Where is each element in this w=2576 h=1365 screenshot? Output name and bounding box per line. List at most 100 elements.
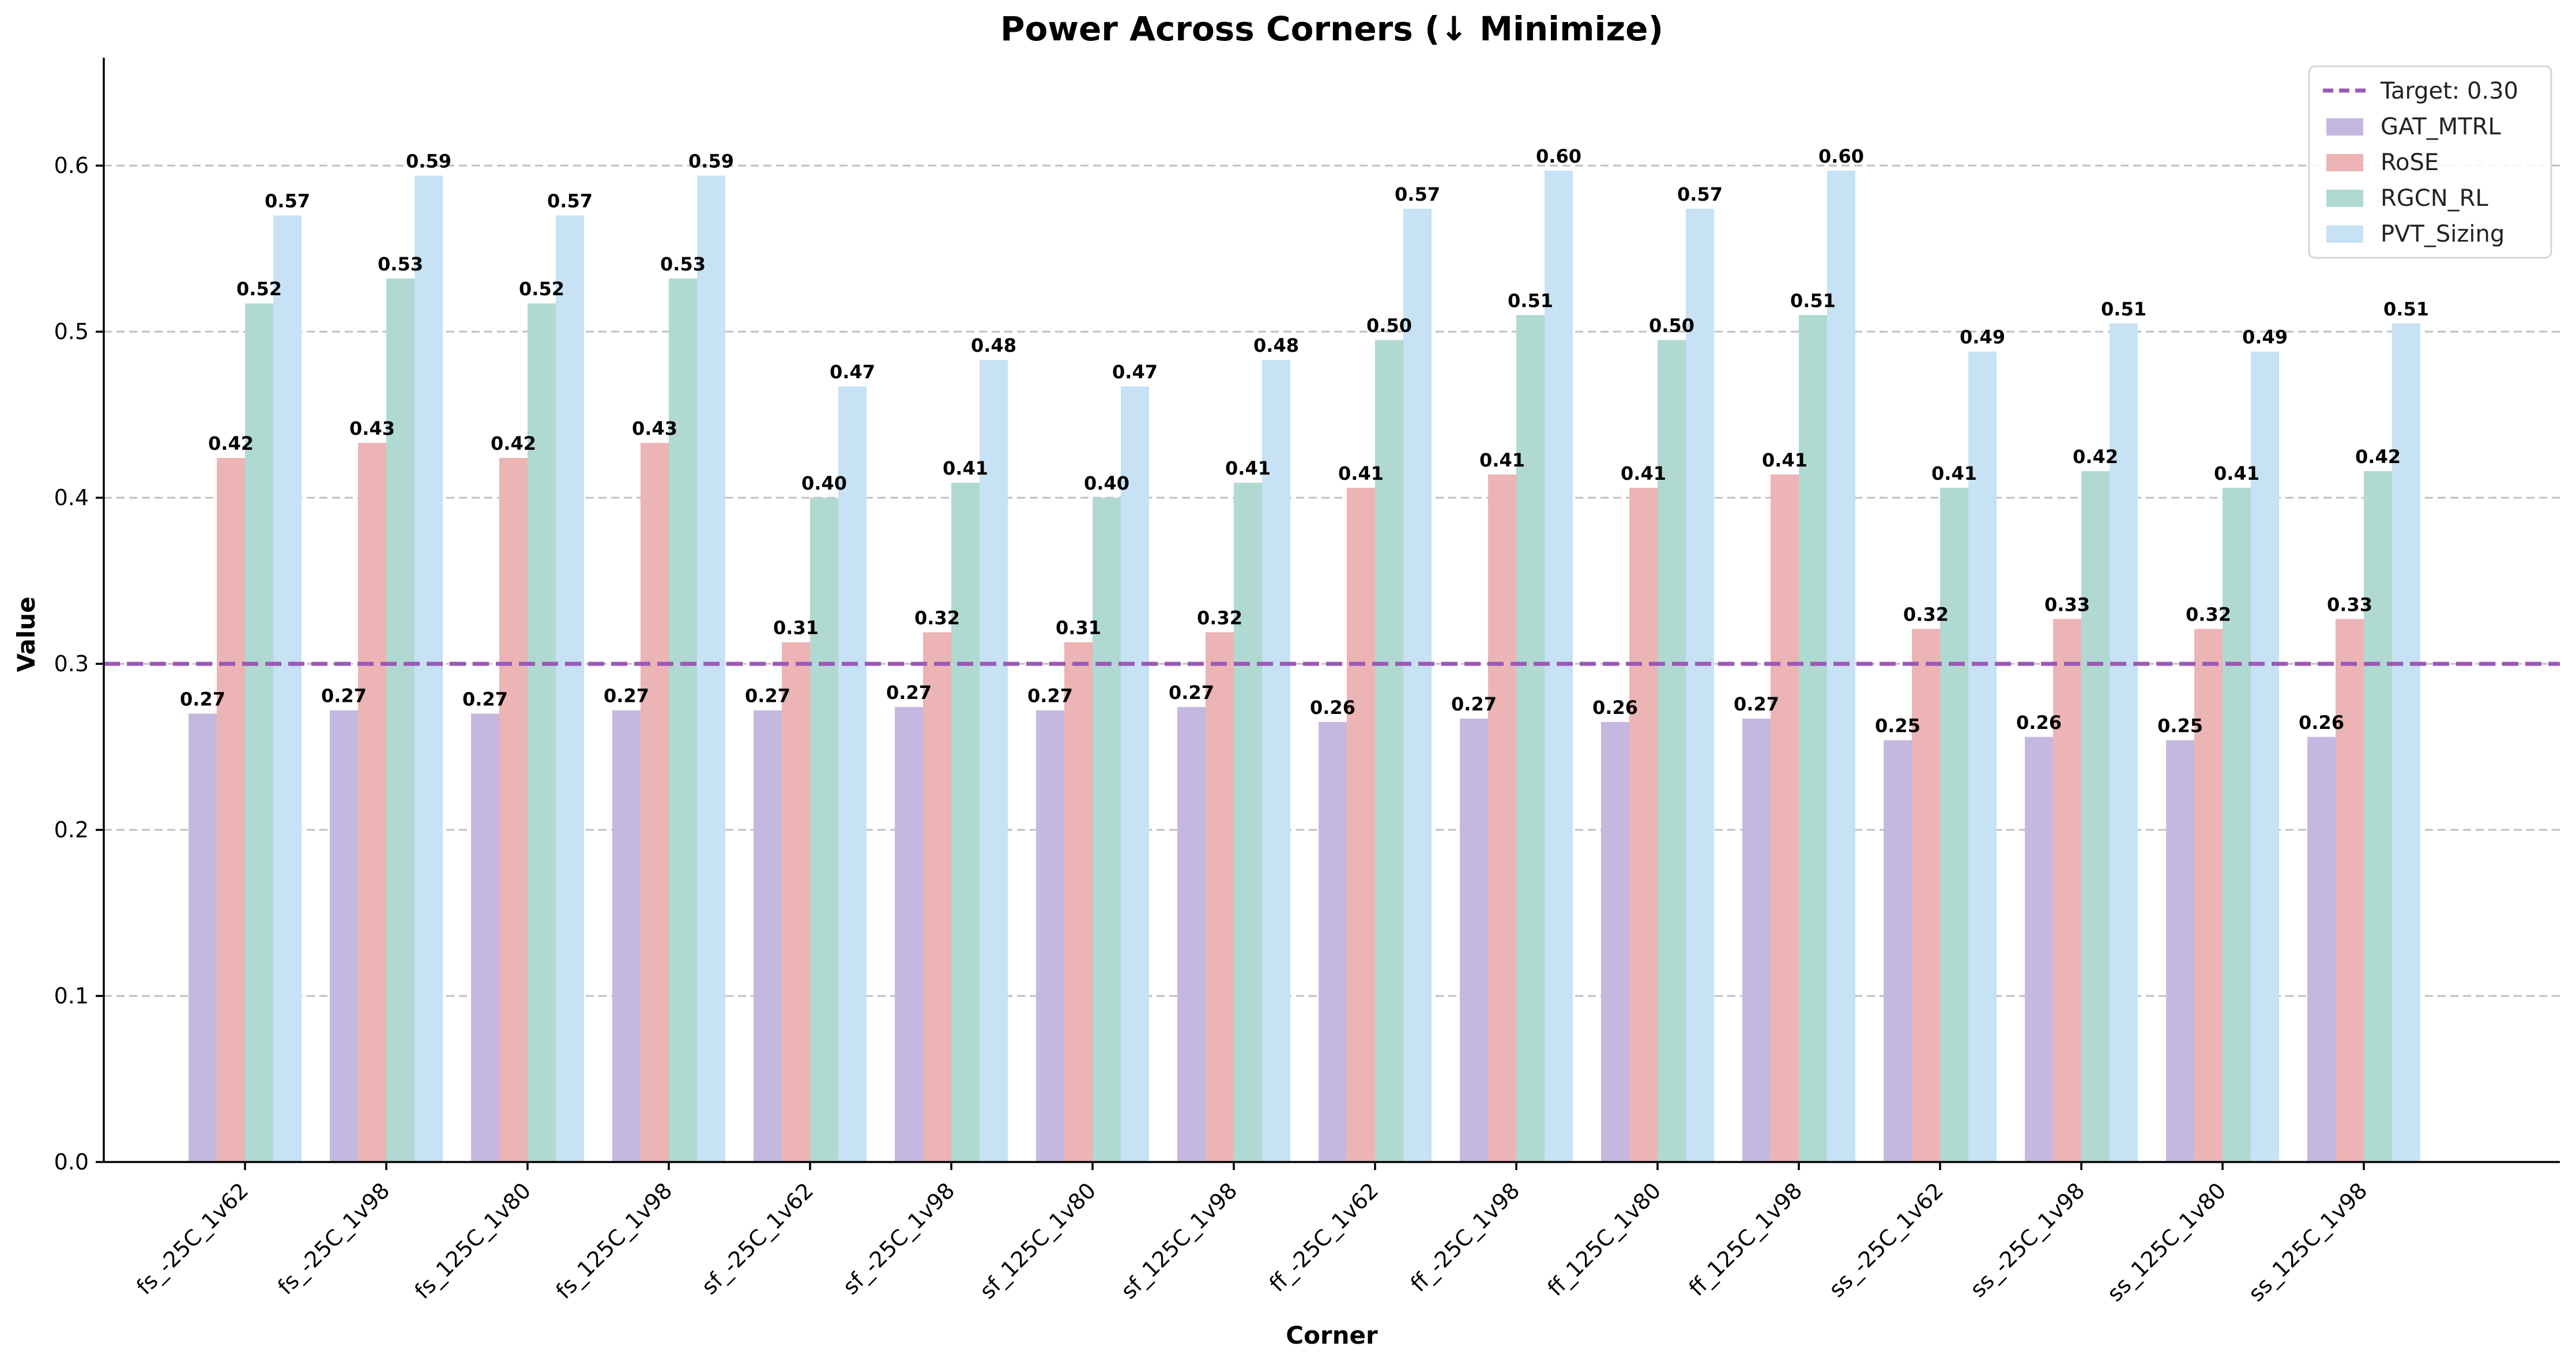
x-tick-label: sf_-25C_1v98 xyxy=(838,1178,959,1299)
bar-gat-mtrl xyxy=(471,713,499,1162)
legend: Target: 0.30 GAT_MTRL RoSE RGCN_RL PVT_Sizin… xyxy=(2308,65,2552,259)
bar-pvt-sizing xyxy=(1262,360,1290,1163)
y-tick-label: 0.4 xyxy=(54,485,89,510)
bar-rose xyxy=(1912,629,1940,1162)
bar-value-label: 0.42 xyxy=(2355,446,2401,468)
bar-value-label: 0.57 xyxy=(1395,183,1440,205)
bar-value-label: 0.42 xyxy=(208,433,254,454)
bar-rose xyxy=(358,443,386,1162)
bar-value-label: 0.60 xyxy=(1536,145,1581,167)
bar-rgcn-rl xyxy=(1234,483,1262,1162)
y-tick-label: 0.1 xyxy=(54,983,89,1009)
y-axis-title: Value xyxy=(12,596,40,672)
legend-swatch xyxy=(2326,190,2363,207)
bar-value-label: 0.40 xyxy=(1084,472,1129,494)
x-axis-title: Corner xyxy=(1286,1321,1378,1349)
bar-value-label: 0.32 xyxy=(1197,607,1242,629)
x-tick-label: ff_125C_1v98 xyxy=(1684,1178,1807,1301)
bar-value-label: 0.26 xyxy=(1310,697,1355,719)
bar-value-label: 0.59 xyxy=(688,150,734,172)
legend-swatch xyxy=(2326,225,2363,243)
bar-rose xyxy=(2336,619,2364,1162)
bar-gat-mtrl xyxy=(1319,721,1347,1162)
bar-pvt-sizing xyxy=(1968,351,1997,1162)
bar-rose xyxy=(923,632,951,1162)
bar-pvt-sizing xyxy=(1827,170,1855,1162)
bar-value-label: 0.25 xyxy=(1875,715,1920,737)
bar-pvt-sizing xyxy=(415,175,443,1163)
bar-gat-mtrl xyxy=(330,710,358,1162)
bar-value-label: 0.32 xyxy=(914,607,960,629)
bar-value-label: 0.41 xyxy=(1338,462,1384,484)
x-tick-label: fs_125C_1v80 xyxy=(410,1178,536,1304)
bar-value-label: 0.59 xyxy=(406,150,451,172)
legend-swatch xyxy=(2326,154,2363,171)
bar-value-label: 0.42 xyxy=(2073,446,2118,468)
bar-rgcn-rl xyxy=(1516,315,1545,1162)
bar-value-label: 0.47 xyxy=(1112,361,1158,383)
chart-title: Power Across Corners (↓ Minimize) xyxy=(1000,9,1663,48)
x-tick-label: sf_125C_1v98 xyxy=(1116,1178,1242,1304)
bar-pvt-sizing xyxy=(2392,323,2420,1162)
bar-pvt-sizing xyxy=(980,360,1008,1163)
bar-rose xyxy=(2053,619,2081,1162)
bar-value-label: 0.48 xyxy=(971,334,1016,356)
bars xyxy=(189,170,2420,1163)
bar-rose xyxy=(641,443,669,1162)
bar-value-label: 0.41 xyxy=(943,457,988,479)
bar-value-label: 0.48 xyxy=(1253,334,1299,356)
bar-rgcn-rl xyxy=(669,279,697,1162)
bar-rgcn-rl xyxy=(245,303,273,1162)
legend-label: PVT_Sizing xyxy=(2381,221,2505,247)
bar-value-label: 0.57 xyxy=(1677,183,1723,205)
bar-pvt-sizing xyxy=(697,175,725,1163)
bar-rose xyxy=(782,642,810,1162)
bar-value-label: 0.26 xyxy=(2299,712,2344,734)
bar-value-label: 0.27 xyxy=(462,688,508,710)
x-tick-label: fs_-25C_1v98 xyxy=(273,1178,394,1299)
bar-rgcn-rl xyxy=(1658,340,1686,1163)
bar-value-label: 0.33 xyxy=(2044,593,2090,615)
bar-value-label: 0.57 xyxy=(265,190,310,212)
bar-gat-mtrl xyxy=(2307,736,2336,1162)
bar-rose xyxy=(1771,474,1799,1163)
y-tick-label: 0.2 xyxy=(54,817,89,843)
legend-label: RoSE xyxy=(2381,149,2439,176)
x-tick-label: ff_-25C_1v62 xyxy=(1264,1178,1383,1296)
legend-target-label: Target: 0.30 xyxy=(2380,78,2518,104)
x-tick-label: sf_-25C_1v62 xyxy=(696,1178,818,1299)
x-tick-label: ss_125C_1v80 xyxy=(2102,1178,2231,1306)
bar-value-label: 0.51 xyxy=(1508,289,1553,311)
bar-gat-mtrl xyxy=(612,710,641,1162)
bar-pvt-sizing xyxy=(2251,351,2279,1162)
bar-value-label: 0.50 xyxy=(1366,315,1412,337)
bar-value-label: 0.31 xyxy=(1056,617,1101,639)
bar-value-label: 0.57 xyxy=(547,190,593,212)
data-labels: 0.27 0.27 0.27 0.27 0.27 0.27 0.27 0.27 0.26 0.27… xyxy=(180,145,2429,737)
bar-gat-mtrl xyxy=(2025,736,2053,1162)
bar-value-label: 0.49 xyxy=(1960,326,2005,348)
bar-value-label: 0.47 xyxy=(830,361,875,383)
bar-gat-mtrl xyxy=(1884,740,1912,1162)
x-tick-label: ss_-25C_1v62 xyxy=(1824,1178,1949,1302)
x-tick-label: ff_125C_1v80 xyxy=(1543,1178,1666,1301)
bar-pvt-sizing xyxy=(1686,209,1714,1163)
bar-gat-mtrl xyxy=(754,710,782,1162)
bar-rose xyxy=(1347,487,1375,1163)
bar-value-label: 0.32 xyxy=(2186,604,2231,626)
bar-value-label: 0.27 xyxy=(886,682,932,704)
y-tick-label: 0.6 xyxy=(54,153,89,178)
bar-rose xyxy=(2194,629,2223,1162)
bar-value-label: 0.41 xyxy=(1225,457,1271,479)
y-tick-label: 0.3 xyxy=(54,651,89,676)
bar-rose xyxy=(217,458,245,1162)
bar-value-label: 0.41 xyxy=(1931,462,1977,484)
bar-value-label: 0.31 xyxy=(773,617,819,639)
bar-rose xyxy=(1064,642,1093,1162)
bar-value-label: 0.52 xyxy=(519,278,564,300)
bar-value-label: 0.60 xyxy=(1818,145,1864,167)
bar-gat-mtrl xyxy=(1742,719,1771,1162)
bar-value-label: 0.27 xyxy=(745,685,790,707)
